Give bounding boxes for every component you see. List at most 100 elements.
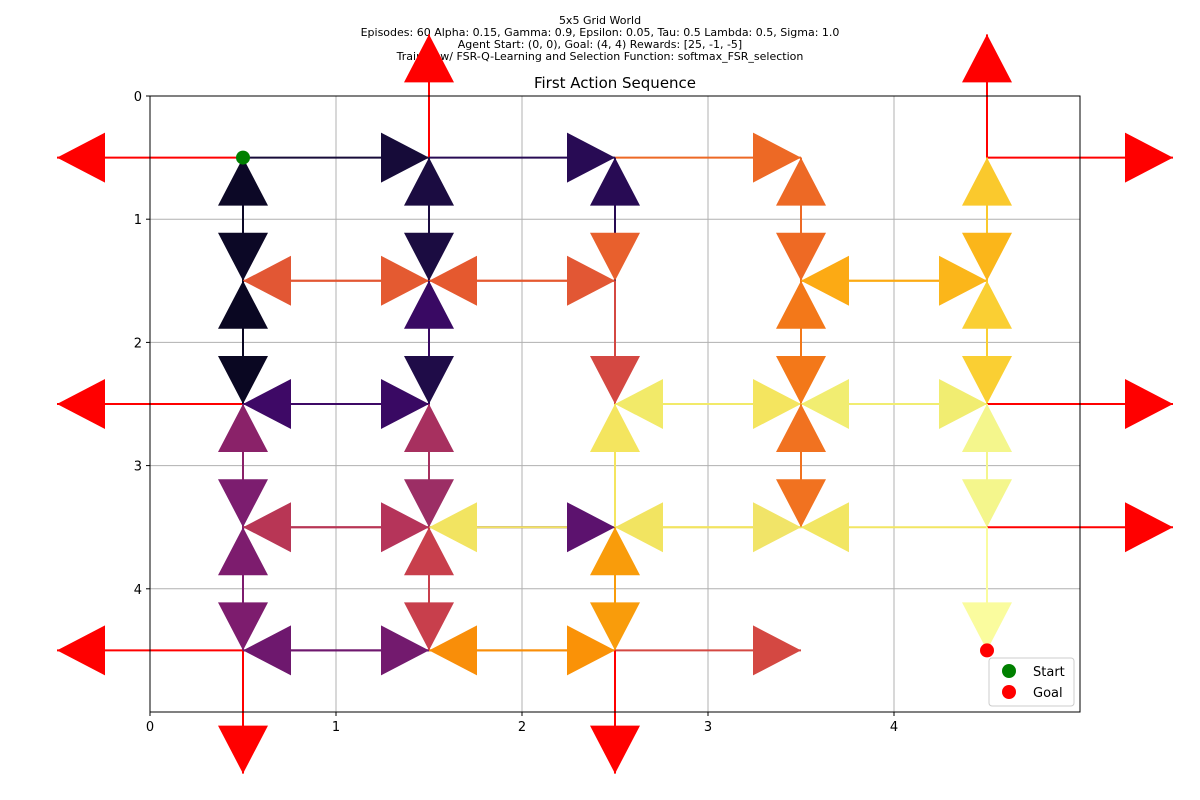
start-marker — [236, 150, 250, 165]
action-arrow-down — [404, 602, 454, 651]
action-arrow-up — [776, 157, 826, 206]
action-arrow-down — [404, 232, 454, 281]
action-arrows — [57, 34, 1173, 774]
suptitle-line: 5x5 Grid World — [559, 14, 641, 27]
plot-frame — [149, 95, 1081, 713]
action-arrow-right — [381, 132, 429, 183]
action-arrow-down — [218, 725, 268, 774]
action-arrow-down — [776, 479, 826, 528]
action-arrow-up — [962, 280, 1012, 329]
action-arrow-down — [590, 232, 640, 281]
action-arrow-left — [243, 379, 291, 429]
y-tick-label: 1 — [134, 213, 142, 228]
action-arrow-down — [404, 356, 454, 404]
action-arrow-up — [590, 527, 640, 576]
action-arrow-down — [590, 602, 640, 651]
y-tick-label: 3 — [134, 460, 142, 475]
action-arrow-right — [1125, 502, 1173, 553]
legend: Start Goal — [988, 657, 1075, 707]
action-arrow-left — [243, 502, 291, 553]
action-arrow-down — [776, 232, 826, 281]
suptitle-line: Episodes: 60 Alpha: 0.15, Gamma: 0.9, Ep… — [361, 26, 840, 39]
action-arrow-up — [404, 34, 454, 83]
action-arrow-down — [962, 602, 1012, 651]
action-arrow-up — [404, 280, 454, 329]
action-arrow-left — [243, 255, 291, 306]
x-tick-label: 2 — [518, 720, 526, 735]
action-arrow-right — [381, 502, 429, 553]
action-arrow-down — [590, 356, 640, 404]
action-arrow-left — [57, 379, 105, 429]
suptitle: 5x5 Grid World Episodes: 60 Alpha: 0.15,… — [361, 14, 840, 63]
action-arrow-right — [939, 379, 987, 429]
action-arrow-right — [753, 132, 801, 183]
action-arrow-right — [567, 132, 615, 183]
action-arrow-up — [218, 404, 268, 452]
x-tick-label: 4 — [890, 720, 898, 735]
action-arrow-down — [218, 602, 268, 651]
action-arrow-right — [381, 625, 429, 676]
action-arrow-down — [218, 232, 268, 281]
action-arrow-right — [381, 255, 429, 306]
x-tick-label: 0 — [146, 720, 154, 735]
legend-start-marker — [1002, 664, 1016, 678]
action-arrow-down — [590, 725, 640, 774]
action-arrow-down — [962, 356, 1012, 404]
action-arrow-down — [404, 479, 454, 528]
y-tick-label: 4 — [134, 583, 142, 598]
action-arrow-right — [1125, 379, 1173, 429]
chart-title: First Action Sequence — [534, 74, 696, 92]
goal-marker — [980, 643, 994, 658]
markers — [236, 150, 994, 658]
action-arrow-up — [776, 280, 826, 329]
action-arrow-up — [404, 157, 454, 206]
action-arrow-right — [1125, 132, 1173, 183]
action-arrow-up — [962, 404, 1012, 452]
x-tick-label: 1 — [332, 720, 340, 735]
x-axis: 0 1 2 3 4 — [146, 712, 898, 735]
action-arrow-left — [243, 625, 291, 676]
y-tick-label: 0 — [134, 90, 142, 105]
action-arrow-down — [962, 479, 1012, 528]
action-arrow-left — [615, 502, 663, 553]
action-arrow-up — [590, 404, 640, 452]
action-arrow-up — [218, 157, 268, 206]
action-arrow-left — [429, 255, 477, 306]
action-arrow-down — [962, 232, 1012, 281]
action-arrow-down — [218, 479, 268, 528]
legend-start-label: Start — [1033, 665, 1065, 680]
action-arrow-left — [801, 502, 849, 553]
action-arrow-left — [801, 255, 849, 306]
action-arrow-right — [381, 379, 429, 429]
suptitle-line: Agent Start: (0, 0), Goal: (4, 4) Reward… — [458, 38, 742, 51]
action-arrow-right — [567, 255, 615, 306]
action-arrow-left — [57, 132, 105, 183]
action-arrow-down — [218, 356, 268, 404]
y-tick-label: 2 — [134, 336, 142, 351]
action-arrow-left — [57, 625, 105, 676]
action-arrow-left — [801, 379, 849, 429]
action-arrow-up — [590, 157, 640, 206]
action-arrow-up — [776, 404, 826, 452]
action-arrow-down — [776, 356, 826, 404]
legend-goal-label: Goal — [1033, 686, 1063, 701]
action-arrow-up — [404, 527, 454, 576]
action-arrow-up — [962, 34, 1012, 83]
x-tick-label: 3 — [704, 720, 712, 735]
action-arrow-up — [962, 157, 1012, 206]
legend-goal-marker — [1002, 685, 1016, 699]
suptitle-line: Trained w/ FSR-Q-Learning and Selection … — [396, 50, 804, 63]
action-arrow-up — [218, 280, 268, 329]
action-arrow-right — [753, 502, 801, 553]
action-arrow-right — [939, 255, 987, 306]
y-axis: 0 1 2 3 4 — [134, 90, 150, 598]
action-arrow-left — [429, 625, 477, 676]
action-arrow-right — [567, 625, 615, 676]
action-arrow-right — [753, 379, 801, 429]
action-arrow-up — [404, 404, 454, 452]
action-arrow-right — [753, 625, 801, 676]
action-arrow-left — [429, 502, 477, 553]
action-arrow-up — [218, 527, 268, 576]
action-arrow-left — [615, 379, 663, 429]
